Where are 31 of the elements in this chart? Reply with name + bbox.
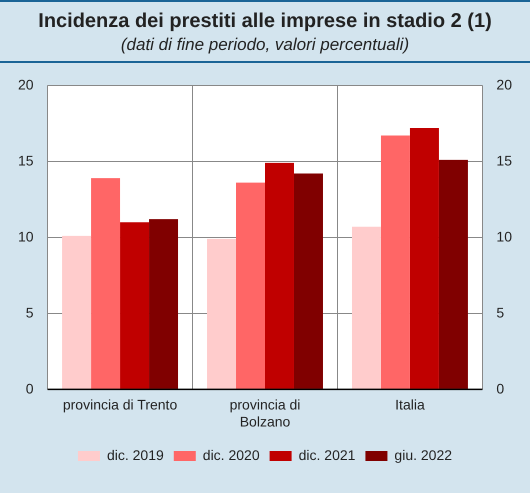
- x-tick-label: provincia di Bolzano: [230, 396, 300, 430]
- y2-tick-label: 5: [496, 304, 504, 320]
- legend-label: dic. 2019: [106, 446, 164, 463]
- x-tick-label: Italia: [395, 396, 425, 413]
- bar: [62, 236, 92, 389]
- y2-tick-label: 20: [496, 76, 512, 92]
- legend-label: dic. 2020: [202, 446, 260, 463]
- bar: [294, 174, 323, 389]
- y-tick-label: 10: [18, 228, 34, 244]
- bar: [265, 162, 294, 389]
- y-tick-label: 15: [18, 152, 34, 168]
- chart-subtitle: (dati di fine periodo, valori percentuali): [120, 35, 410, 55]
- bar: [352, 226, 381, 389]
- bar: [91, 178, 120, 389]
- y-tick-label: 20: [18, 76, 34, 92]
- x-tick-label: provincia di Trento: [62, 396, 178, 413]
- bar: [120, 222, 150, 389]
- y2-tick-label: 10: [496, 228, 512, 244]
- bar: [236, 182, 265, 389]
- bar: [380, 136, 410, 389]
- y-tick-label: 5: [26, 304, 34, 320]
- bar: [149, 219, 178, 389]
- legend-label: dic. 2021: [298, 446, 356, 463]
- bar: [410, 128, 439, 389]
- legend-label: giu. 2022: [394, 446, 452, 463]
- chart-title: Incidenza dei prestiti alle imprese in stadio 2 (1): [37, 10, 493, 33]
- y2-tick-label: 0: [496, 380, 504, 396]
- bar: [207, 238, 236, 389]
- bar: [438, 160, 468, 389]
- y-tick-label: 0: [26, 380, 34, 396]
- y2-tick-label: 15: [496, 152, 512, 168]
